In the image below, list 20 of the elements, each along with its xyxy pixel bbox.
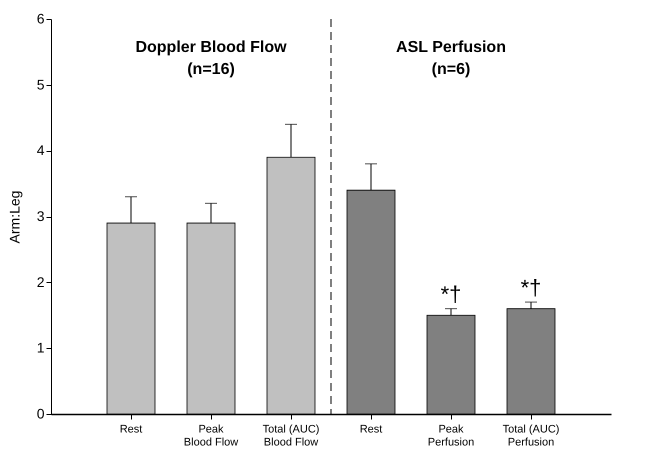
x-tick-label: Rest (120, 424, 142, 436)
annotation: (n=6) (432, 61, 470, 78)
y-tick-label: 1 (36, 340, 45, 356)
y-tick-label: 2 (36, 274, 45, 290)
annotation: ASL Perfusion (396, 39, 506, 56)
x-tick-label: Total (AUC) Perfusion (502, 424, 560, 448)
x-tick-label: Rest (360, 424, 382, 436)
x-tick-label: Peak Perfusion (428, 424, 474, 448)
annotation: (n=16) (187, 61, 235, 78)
x-tick-label: Total (AUC) Blood Flow (262, 424, 320, 448)
x-tick-label: Peak Blood Flow (184, 424, 238, 448)
y-tick-label: 3 (36, 208, 45, 224)
y-tick-label: 5 (36, 76, 45, 92)
y-tick-label: 6 (36, 10, 45, 26)
annotation: Doppler Blood Flow (135, 39, 288, 56)
y-axis-title: Arm:Leg (6, 190, 23, 244)
annotation: *† (440, 282, 462, 307)
annotation: *† (520, 275, 542, 300)
y-tick-label: 0 (36, 406, 45, 422)
y-tick-label: 4 (36, 142, 45, 158)
